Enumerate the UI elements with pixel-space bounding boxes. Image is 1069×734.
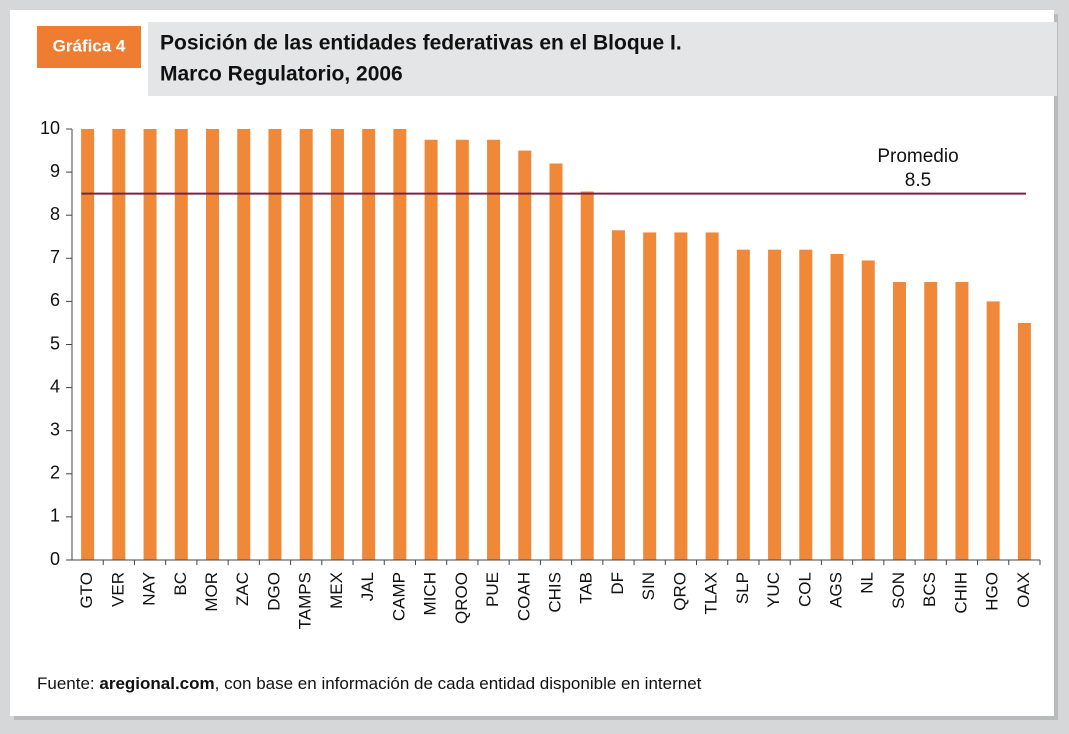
y-tick-label: 7 bbox=[50, 247, 60, 267]
bar bbox=[362, 129, 376, 560]
source-text: , con base en información de cada entida… bbox=[215, 674, 702, 693]
x-tick-label: CAMP bbox=[389, 572, 408, 621]
x-tick-label: BC bbox=[171, 572, 190, 596]
badge-box bbox=[37, 26, 141, 68]
x-tick-label: SON bbox=[889, 572, 908, 609]
x-tick-label: AGS bbox=[827, 572, 846, 608]
chart-title: Posición de las entidades federativas en… bbox=[160, 32, 682, 55]
bar bbox=[736, 249, 750, 560]
x-tick-label: GTO bbox=[77, 572, 96, 609]
bar bbox=[424, 139, 438, 560]
y-tick-label: 0 bbox=[50, 549, 60, 569]
bar bbox=[861, 260, 875, 560]
x-tick-label: DGO bbox=[264, 572, 283, 611]
bar bbox=[924, 282, 938, 560]
bar bbox=[487, 139, 501, 560]
bar bbox=[549, 163, 563, 561]
y-tick-label: 3 bbox=[50, 419, 60, 439]
x-tick-label: SLP bbox=[733, 572, 752, 604]
bar bbox=[330, 129, 344, 560]
bar bbox=[580, 191, 594, 560]
y-tick-label: 2 bbox=[50, 463, 60, 483]
bar bbox=[455, 139, 469, 560]
y-tick-label: 6 bbox=[50, 290, 60, 310]
x-tick-label: QRO bbox=[670, 572, 689, 611]
x-tick-label: MICH bbox=[421, 572, 440, 615]
x-tick-label: DF bbox=[608, 572, 627, 595]
average-value: 8.5 bbox=[905, 170, 931, 191]
bar bbox=[268, 129, 282, 560]
bar bbox=[768, 249, 782, 560]
bar bbox=[81, 129, 95, 560]
x-tick-label: VER bbox=[108, 572, 127, 607]
bar bbox=[112, 129, 126, 560]
x-tick-label: JAL bbox=[358, 572, 377, 601]
bar bbox=[1017, 322, 1031, 560]
bar bbox=[643, 232, 657, 560]
average-label: Promedio bbox=[877, 146, 958, 167]
title-box bbox=[148, 22, 1057, 96]
x-tick-label: MEX bbox=[327, 572, 346, 609]
source-text: Fuente: bbox=[37, 674, 99, 693]
x-tick-label: CHIH bbox=[951, 572, 970, 614]
x-tick-label: COL bbox=[795, 572, 814, 607]
x-tick-label: TLAX bbox=[702, 572, 721, 615]
y-tick-label: 1 bbox=[50, 506, 60, 526]
x-tick-label: OAX bbox=[1014, 572, 1033, 608]
x-tick-label: NAY bbox=[140, 572, 159, 606]
x-tick-label: COAH bbox=[514, 572, 533, 621]
x-tick-label: ZAC bbox=[233, 572, 252, 606]
bar bbox=[393, 129, 407, 560]
bar bbox=[518, 150, 532, 561]
y-tick-label: 8 bbox=[50, 204, 60, 224]
source: Fuente: aregional.com, con base en infor… bbox=[37, 674, 702, 693]
bar bbox=[799, 249, 813, 560]
bar bbox=[206, 129, 220, 560]
y-tick-label: 9 bbox=[50, 161, 60, 181]
bar bbox=[237, 129, 251, 560]
bar bbox=[299, 129, 313, 560]
bar bbox=[955, 282, 969, 560]
bar bbox=[611, 230, 625, 560]
x-tick-label: YUC bbox=[764, 572, 783, 608]
x-tick-label: TAB bbox=[577, 572, 596, 604]
x-tick-label: CHIS bbox=[545, 572, 564, 613]
bar bbox=[674, 232, 688, 560]
x-tick-label: QROO bbox=[452, 572, 471, 624]
bar bbox=[143, 129, 157, 560]
source-link: aregional.com bbox=[99, 674, 214, 693]
bar bbox=[830, 253, 844, 561]
bar bbox=[986, 301, 1000, 560]
x-tick-label: TAMPS bbox=[296, 572, 315, 629]
y-tick-label: 4 bbox=[50, 376, 60, 396]
bar bbox=[705, 232, 719, 560]
x-tick-label: PUE bbox=[483, 572, 502, 607]
bar bbox=[174, 129, 188, 560]
x-tick-label: MOR bbox=[202, 572, 221, 612]
y-tick-label: 5 bbox=[50, 333, 60, 353]
badge: Gráfica 4 bbox=[53, 36, 126, 55]
bar bbox=[892, 282, 906, 560]
x-tick-label: BCS bbox=[920, 572, 939, 607]
x-tick-label: HGO bbox=[983, 572, 1002, 611]
y-tick-label: 10 bbox=[40, 118, 60, 138]
x-tick-label: SIN bbox=[639, 572, 658, 600]
chart-title: Marco Regulatorio, 2006 bbox=[160, 63, 403, 86]
x-tick-label: NL bbox=[858, 572, 877, 594]
